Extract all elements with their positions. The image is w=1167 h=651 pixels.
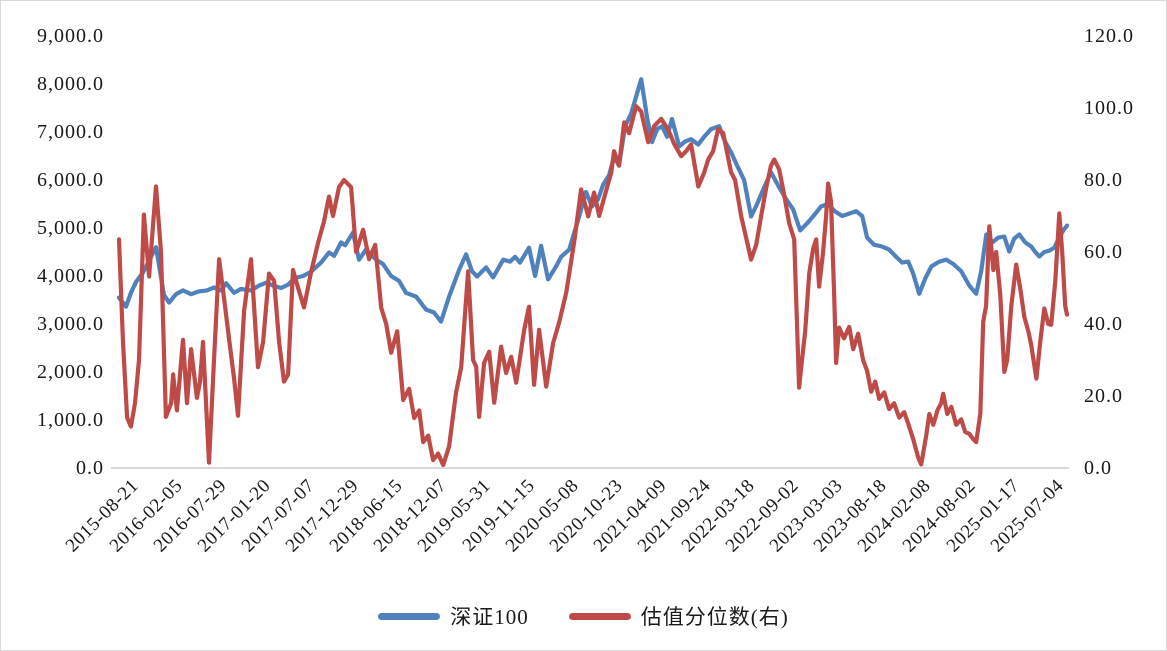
- legend: 深证100 估值分位数(右): [1, 601, 1166, 631]
- y-axis-left-tick-label: 0.0: [76, 457, 104, 479]
- valuation-percentile-line: [116, 104, 1070, 468]
- x-axis-line: [111, 467, 1069, 469]
- legend-label-valuation-percentile: 估值分位数(右): [640, 605, 789, 629]
- shenzhen-100-line: [116, 77, 1070, 324]
- legend-label-shenzhen100: 深证100: [450, 605, 529, 629]
- y-axis-right-tick-label: 20.0: [1084, 385, 1123, 407]
- y-axis-left-tick-label: 8,000.0: [37, 73, 104, 95]
- y-axis-right-tick-label: 100.0: [1084, 97, 1134, 119]
- y-axis-right-tick-label: 0.0: [1084, 457, 1112, 479]
- y-axis-left-tick-label: 7,000.0: [37, 121, 104, 143]
- y-axis-left-tick-label: 4,000.0: [37, 265, 104, 287]
- y-axis-left-tick-label: 6,000.0: [37, 169, 104, 191]
- y-axis-right-tick-label: 40.0: [1084, 313, 1123, 335]
- legend-item-valuation-percentile: 估值分位数(右): [568, 601, 789, 631]
- y-axis-left-tick-label: 1,000.0: [37, 409, 104, 431]
- legend-line-marker-valuation-percentile: [568, 612, 631, 620]
- y-axis-right-tick-label: 60.0: [1084, 241, 1123, 263]
- legend-line-marker-shenzhen100: [378, 612, 441, 620]
- legend-item-shenzhen100: 深证100: [378, 601, 529, 631]
- y-axis-right-tick-label: 80.0: [1084, 169, 1123, 191]
- y-axis-right-tick-label: 120.0: [1084, 25, 1134, 47]
- y-axis-left-tick-label: 2,000.0: [37, 361, 104, 383]
- y-axis-left-tick-label: 5,000.0: [37, 217, 104, 239]
- y-axis-left-tick-label: 3,000.0: [37, 313, 104, 335]
- y-axis-left-tick-label: 9,000.0: [37, 25, 104, 47]
